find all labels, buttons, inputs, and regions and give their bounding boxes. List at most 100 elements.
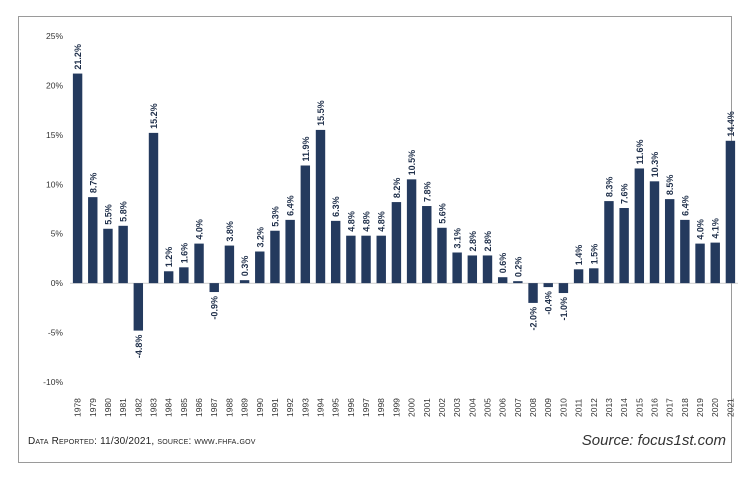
- bar-value-label: 7.6%: [620, 183, 630, 204]
- x-tick-label: 2013: [604, 398, 614, 417]
- y-tick-label: 0%: [51, 278, 64, 288]
- y-tick-label: 25%: [46, 31, 63, 41]
- bar: [725, 140, 736, 284]
- bar-value-label: -0.9%: [210, 296, 220, 320]
- bar: [376, 235, 386, 284]
- bar-value-label: 8.2%: [392, 178, 402, 199]
- bar: [680, 219, 690, 284]
- bar-layer: [72, 73, 736, 331]
- x-tick-label: 1998: [376, 398, 386, 417]
- bar-value-label: 6.3%: [331, 196, 341, 217]
- bar: [604, 201, 614, 284]
- bar-value-label: 4.0%: [195, 219, 205, 240]
- bar: [710, 242, 720, 284]
- bar-value-label: 5.5%: [103, 204, 113, 225]
- bar: [422, 206, 432, 284]
- bar-value-label: 10.5%: [407, 150, 417, 176]
- bar: [391, 202, 402, 284]
- bar: [148, 132, 159, 284]
- bar-value-label: 7.8%: [422, 182, 432, 203]
- bar: [589, 268, 599, 284]
- bar-value-label: 1.6%: [179, 243, 189, 264]
- x-tick-label: 1987: [209, 398, 219, 417]
- bar-value-label: 4.1%: [711, 218, 721, 239]
- bar: [315, 129, 326, 284]
- x-tick-label: 2010: [558, 398, 568, 417]
- bar-value-label: 5.8%: [119, 201, 129, 222]
- bar-value-label: -4.8%: [134, 335, 144, 359]
- y-tick-label: 5%: [51, 229, 64, 239]
- x-tick-label: 2007: [513, 398, 523, 417]
- bar: [695, 243, 705, 284]
- bar-value-label: 0.2%: [513, 257, 523, 278]
- bar-value-label: 8.5%: [665, 175, 675, 196]
- bar: [179, 267, 189, 284]
- bar: [573, 269, 584, 284]
- bar-value-label: 5.3%: [270, 206, 280, 227]
- bar: [88, 197, 98, 284]
- bar: [649, 181, 660, 284]
- x-tick-label: 2017: [665, 398, 675, 417]
- x-tick-label: 1989: [240, 398, 250, 417]
- x-tick-label: 1988: [224, 398, 234, 417]
- x-tick-label: 1995: [331, 398, 341, 417]
- x-tick-label: 1984: [164, 398, 174, 417]
- bar: [406, 179, 417, 284]
- x-tick-label: 2014: [619, 398, 629, 417]
- x-tick-label: 2001: [422, 398, 432, 417]
- x-tick-label: 1985: [179, 398, 189, 417]
- bar: [497, 277, 508, 284]
- source-credit: Source: focus1st.com: [581, 432, 726, 449]
- x-tick-label: 1986: [194, 398, 204, 417]
- x-tick-label: 2011: [574, 398, 584, 417]
- bar-value-label: 3.8%: [225, 221, 235, 242]
- x-tick-label: 1996: [346, 398, 356, 417]
- x-tick-label: 2016: [650, 398, 660, 417]
- bar-value-label: 1.4%: [574, 245, 584, 266]
- x-tick-label: 1993: [300, 398, 310, 417]
- bar: [163, 271, 174, 284]
- bar-value-label: 0.6%: [498, 253, 508, 274]
- y-tick-label: -10%: [43, 377, 63, 387]
- x-tick-label: 1991: [270, 398, 280, 417]
- x-tick-label: 1994: [316, 398, 326, 417]
- bar: [543, 283, 553, 288]
- data-reported-note: Data Reported: 11/30/2021, source: www.f…: [28, 436, 256, 447]
- bar-value-label: 4.8%: [346, 211, 356, 232]
- x-tick-label: 1981: [118, 398, 128, 417]
- x-tick-label: 1992: [285, 398, 295, 417]
- y-tick-label: -5%: [48, 328, 64, 338]
- bar-value-label: 5.6%: [437, 203, 447, 224]
- x-tick-label: 2009: [543, 398, 553, 417]
- bar: [300, 165, 311, 284]
- bar: [346, 235, 356, 284]
- bar: [285, 219, 295, 284]
- x-tick-label: 1999: [391, 398, 401, 417]
- x-tick-label: 2004: [467, 398, 477, 417]
- x-tick-label: 2002: [437, 398, 447, 417]
- x-tick-label: 2003: [452, 398, 462, 417]
- x-tick-label: 2005: [483, 398, 493, 417]
- bar: [619, 208, 629, 284]
- x-tick-label: 1979: [88, 398, 98, 417]
- bar: [270, 230, 280, 284]
- x-tick-label: 2020: [710, 398, 720, 417]
- x-tick-label: 2015: [634, 398, 644, 417]
- bar-value-label: 3.2%: [255, 227, 265, 248]
- bar-value-label: 2.8%: [483, 231, 493, 252]
- bar: [452, 252, 462, 284]
- bar: [133, 283, 144, 331]
- bar-value-label: 8.3%: [604, 177, 614, 198]
- bar-value-label: 11.9%: [301, 136, 311, 161]
- y-tick-label: 15%: [46, 130, 63, 140]
- x-tick-label: 2018: [680, 398, 690, 417]
- bar-value-label: 14.4%: [726, 111, 736, 137]
- bar: [528, 283, 538, 303]
- bar: [361, 235, 371, 284]
- bar: [558, 283, 569, 294]
- bar-value-label: 0.3%: [240, 256, 250, 277]
- bar: [239, 280, 250, 284]
- x-tick-label: 2012: [589, 398, 599, 417]
- bar: [467, 255, 478, 284]
- bar-value-label: -0.4%: [544, 291, 554, 315]
